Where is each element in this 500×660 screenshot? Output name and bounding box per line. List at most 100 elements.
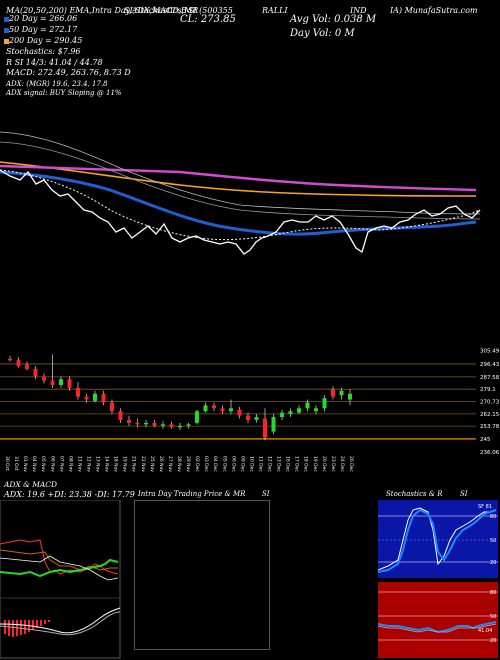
candle-body — [169, 424, 174, 428]
date-axis-label: 08 Nov — [67, 456, 73, 472]
stoch-level-50: 50 — [490, 538, 496, 544]
price-axis-label: 287.58 — [480, 375, 500, 381]
candle-body — [288, 411, 293, 415]
ma-long-grey-2 — [0, 141, 481, 220]
candle-body — [8, 358, 12, 361]
date-axis-label: 29 Nov — [185, 456, 191, 472]
date-axis-label: 24 Dec — [339, 456, 345, 472]
stoch-level-80: 80 — [490, 514, 496, 520]
adx-minus-di-line — [0, 539, 119, 575]
candle-body — [178, 425, 182, 428]
candle-body — [271, 417, 276, 432]
ma20-marker — [4, 17, 9, 22]
date-axis-label: 12 Dec — [267, 456, 273, 472]
rsi-level-50: 50 — [490, 614, 496, 620]
ma50-value: 50 Day = 272.17 — [9, 25, 78, 34]
candle-body — [246, 415, 250, 420]
candle-body — [331, 389, 335, 397]
price-axis: 305.49 296.43 287.58 279.1 270.73 262.15 253.7… — [480, 349, 500, 456]
macd-signal-line — [0, 611, 121, 636]
candle-body — [118, 411, 123, 420]
date-axis-label: 13 Dec — [276, 456, 282, 472]
price-axis-label: 236.06 — [480, 450, 500, 456]
ma200-marker — [4, 39, 9, 44]
close-price: CL: 273.85 — [180, 14, 236, 25]
candle-body — [297, 408, 301, 413]
candle-body — [348, 393, 352, 400]
candle-body — [152, 422, 157, 426]
rsi-line — [378, 621, 497, 634]
date-axis-label: 04 Nov — [31, 456, 37, 472]
stochastics-rsi-panel: 80 50 20 SF 81 80 50 20 41.04 — [378, 500, 498, 658]
candle-body — [229, 408, 233, 412]
stoch-panel-title: Stochastics & R — [386, 490, 443, 498]
title-indicators: MA(20,50,200) EMA,Intra Day,ADX,MACD,B — [6, 6, 187, 15]
header-symbol-2: IND — [350, 6, 367, 15]
candle-body — [220, 408, 225, 412]
stochastics-value: Stochastics: $7.96 — [6, 47, 81, 56]
candle-body — [93, 393, 97, 401]
rsi-value: 41.04 — [478, 628, 492, 634]
date-axis-label: 05 Nov — [40, 456, 46, 472]
candle-body — [314, 408, 318, 412]
date-axis-label: 18 Dec — [303, 456, 309, 472]
rsi-value: R SI 14/3: 41.04 / 44.78 — [6, 58, 103, 67]
adx-line — [0, 549, 118, 571]
header-symbol: RALLI — [262, 6, 288, 15]
adx-macd-panel — [0, 500, 121, 659]
adx-panel-title: ADX & MACD — [4, 480, 58, 489]
macd-line — [0, 607, 121, 634]
date-axis-label: 19 Dec — [312, 456, 318, 472]
date-axis-label: 25 Nov — [149, 456, 155, 472]
adx-panel-values: ADX: 19.6 +DI: 23.38 -DI: 17.79 — [4, 490, 135, 499]
stoch-level-20: 20 — [490, 560, 496, 566]
date-axis-label: 05 Dec — [221, 456, 227, 472]
candle-body — [203, 405, 208, 412]
date-axis-label: 06 Nov — [49, 456, 55, 472]
adx-line: ADX: (MGR) 19.6, 23.4, 17.8 — [6, 80, 108, 88]
candle-body — [135, 422, 140, 425]
date-axis-label: 23 Dec — [330, 456, 336, 472]
date-axis-label: 04 Dec — [212, 456, 218, 472]
date-axis-label: 17 Dec — [294, 456, 300, 472]
candle-body — [33, 368, 38, 377]
candle-body — [127, 419, 131, 423]
candle-body — [186, 424, 191, 426]
price-axis-label: 245 — [480, 437, 491, 443]
adx-signal: ADX signal: BUY Sloping @ 11% — [6, 89, 122, 97]
date-axis-label: 26 Nov — [158, 456, 164, 472]
candle-body — [339, 390, 344, 396]
date-axis-label: 12 Nov — [85, 456, 91, 472]
candlestick-chart: 305.49 296.43 287.58 279.1 270.73 262.15 253.7… — [0, 349, 500, 472]
date-axis-label: 01 Nov — [22, 456, 28, 472]
rsi-level-80: 80 — [490, 590, 496, 596]
candle-body — [76, 387, 80, 397]
candle-body — [144, 422, 148, 425]
date-axis: 30 Oct 31 Oct 01 Nov 04 Nov 05 Nov 06 Nov 07 N… — [4, 456, 354, 472]
ma200-line — [0, 161, 477, 197]
intraday-panel-title: Intra Day Trading Price & MR — [138, 490, 246, 498]
candle-body — [212, 405, 216, 409]
price-axis-label: 296.43 — [480, 362, 500, 368]
candle-body — [50, 380, 55, 385]
date-axis-label: 19 Nov — [122, 456, 128, 472]
stoch-k-line — [378, 507, 497, 571]
candle-body — [42, 376, 46, 381]
candle-body — [263, 418, 267, 438]
date-axis-label: 06 Dec — [230, 456, 236, 472]
date-axis-label: 16 Dec — [285, 456, 291, 472]
ma20-dotted-line — [0, 169, 481, 241]
date-axis-label: 22 Nov — [140, 456, 146, 472]
price-line — [0, 169, 481, 255]
date-axis-label: 26 Dec — [348, 456, 354, 472]
ema-line — [0, 164, 477, 192]
candle-body — [254, 417, 259, 420]
date-axis-label: 10 Dec — [248, 456, 254, 472]
date-axis-label: 11 Nov — [76, 456, 82, 472]
date-axis-label: 31 Oct — [13, 456, 19, 471]
date-axis-label: 18 Nov — [113, 456, 119, 472]
candle-body — [110, 402, 114, 412]
day-volume: Day Vol: 0 M — [290, 28, 355, 39]
macd-value: MACD: 272.49, 263.76, 8.73 D — [6, 68, 131, 77]
ma200-value: 200 Day = 290.45 — [9, 36, 83, 45]
